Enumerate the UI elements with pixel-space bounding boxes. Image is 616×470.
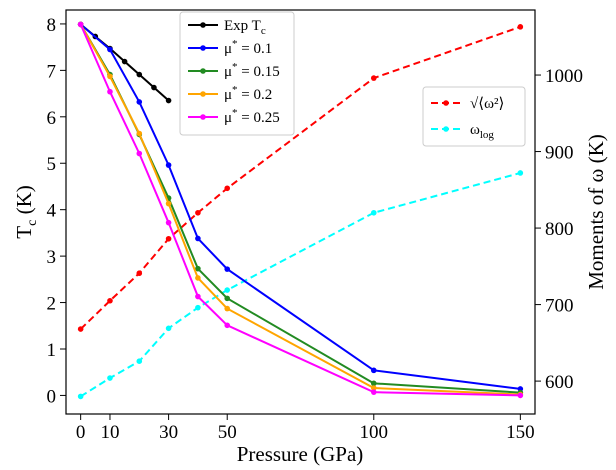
left-series-3-point-3 bbox=[165, 200, 172, 207]
x-tick-label: 30 bbox=[159, 422, 178, 443]
left-legend-marker-4 bbox=[200, 114, 206, 120]
left-series-1-point-2 bbox=[136, 99, 143, 105]
left-series-0-point-4 bbox=[136, 71, 143, 78]
x-tick-label: 100 bbox=[360, 422, 389, 443]
left-y-axis-title: Tc (K) bbox=[12, 185, 40, 238]
left-y-tick-label: 5 bbox=[47, 154, 57, 175]
right-series-0-point-7 bbox=[517, 24, 524, 30]
right-series-0-point-1 bbox=[107, 297, 113, 304]
left-legend-label-3: μ* = 0.2 bbox=[224, 84, 272, 103]
right-y-axis-ticks: 600 700 800 900 1000 bbox=[535, 66, 583, 393]
right-y-tick-label: 900 bbox=[545, 143, 574, 164]
right-series-1-point-1 bbox=[107, 375, 113, 381]
left-series-1-point-1 bbox=[107, 46, 113, 53]
left-series-1-point-5 bbox=[224, 266, 231, 272]
left-series-line-3 bbox=[79, 23, 521, 396]
right-series-1-point-2 bbox=[136, 358, 143, 365]
left-series-0-point-5 bbox=[151, 84, 157, 91]
left-series-2-point-6 bbox=[370, 380, 377, 387]
left-series-4-point-6 bbox=[370, 389, 377, 395]
left-series-3-point-6 bbox=[370, 385, 377, 391]
right-series-0-point-0 bbox=[77, 326, 84, 332]
right-series-0-point-5 bbox=[224, 185, 231, 192]
right-series-0-point-6 bbox=[370, 75, 377, 81]
left-series-3-point-1 bbox=[107, 73, 113, 80]
right-series-0-point-2 bbox=[136, 270, 143, 277]
right-legend-label-1: ωlog bbox=[470, 122, 494, 141]
left-legend-marker-2 bbox=[200, 68, 206, 74]
left-y-tick-label: 4 bbox=[47, 201, 57, 222]
left-legend-marker-0 bbox=[200, 22, 206, 28]
left-legend-marker-1 bbox=[200, 45, 206, 51]
right-series-line-1 bbox=[80, 172, 521, 398]
left-series-0-point-3 bbox=[121, 58, 128, 65]
right-y-tick-label: 600 bbox=[545, 372, 574, 393]
right-series-0-point-4 bbox=[195, 209, 201, 216]
x-axis-ticks: 0 10 30 50 100 150 bbox=[76, 414, 535, 443]
left-series-0-point-6 bbox=[165, 97, 172, 104]
left-y-tick-label: 8 bbox=[47, 15, 57, 36]
x-tick-label: 50 bbox=[218, 422, 237, 443]
left-series-4-point-4 bbox=[195, 293, 201, 300]
left-legend-label-4: μ* = 0.25 bbox=[224, 107, 280, 126]
left-series-4-point-7 bbox=[517, 392, 524, 399]
left-series-2-point-4 bbox=[195, 265, 201, 272]
left-y-tick-label: 6 bbox=[47, 108, 57, 129]
left-y-tick-label: 2 bbox=[47, 294, 57, 315]
left-y-title-main: T bbox=[12, 226, 36, 239]
left-series-1-point-4 bbox=[195, 235, 201, 242]
right-series-1-point-7 bbox=[517, 170, 524, 176]
left-legend-label-1: μ* = 0.1 bbox=[224, 38, 272, 57]
right-series-line-0 bbox=[79, 25, 521, 330]
x-tick-label: 10 bbox=[100, 422, 119, 443]
series-layer bbox=[77, 21, 524, 400]
right-legend-marker-1 bbox=[443, 126, 449, 132]
left-y-tick-label: 1 bbox=[47, 340, 57, 361]
left-legend: Exp Tcμ* = 0.1 μ* = 0.15 μ* = 0.2 μ* = 0.25 bbox=[179, 11, 295, 136]
right-series-1-point-4 bbox=[195, 304, 201, 311]
left-series-4-point-0 bbox=[77, 21, 84, 28]
right-series-1-point-6 bbox=[370, 209, 377, 216]
x-tick-label: 150 bbox=[506, 422, 535, 443]
left-series-1-point-3 bbox=[165, 162, 172, 168]
x-tick-label: 0 bbox=[76, 422, 86, 443]
left-series-2-point-5 bbox=[224, 295, 231, 302]
left-y-title-unit: (K) bbox=[12, 185, 36, 219]
left-series-line-1 bbox=[80, 23, 521, 390]
right-series-1-point-5 bbox=[224, 287, 231, 293]
left-series-1-point-6 bbox=[370, 367, 377, 374]
right-legend: √⟨ω²⟩ ωlog bbox=[422, 86, 526, 147]
right-legend-marker-0 bbox=[443, 100, 449, 106]
right-y-tick-label: 1000 bbox=[545, 66, 583, 87]
left-series-3-point-5 bbox=[224, 305, 231, 312]
right-y-axis-title: Moments of ω (K) bbox=[584, 134, 608, 290]
left-series-4-point-5 bbox=[224, 322, 231, 329]
left-y-tick-label: 7 bbox=[47, 61, 57, 82]
x-axis-title: Pressure (GPa) bbox=[237, 442, 364, 466]
left-series-4-point-1 bbox=[107, 88, 113, 95]
left-y-axis-ticks: 0 1 2 3 4 5 6 7 8 bbox=[47, 15, 66, 407]
left-series-4-point-3 bbox=[165, 219, 172, 226]
plot-frame bbox=[65, 9, 536, 415]
left-y-title-sub: c bbox=[25, 220, 40, 226]
left-series-3-point-4 bbox=[195, 275, 201, 281]
left-series-line-4 bbox=[79, 24, 521, 397]
left-series-4-point-2 bbox=[136, 150, 143, 157]
right-series-1-point-3 bbox=[165, 325, 172, 332]
left-legend-marker-3 bbox=[200, 91, 206, 97]
left-y-tick-label: 3 bbox=[47, 247, 57, 268]
right-legend-label-0: √⟨ω²⟩ bbox=[470, 96, 504, 112]
left-y-tick-label: 0 bbox=[47, 386, 57, 407]
right-y-tick-label: 700 bbox=[545, 296, 574, 317]
left-legend-label-2: μ* = 0.15 bbox=[224, 61, 280, 80]
right-y-tick-label: 800 bbox=[545, 219, 574, 240]
right-series-1-point-0 bbox=[77, 393, 84, 400]
left-series-3-point-2 bbox=[136, 130, 143, 137]
left-legend-label-0: Exp Tc bbox=[224, 18, 266, 37]
left-legend-box bbox=[179, 11, 295, 136]
right-series-0-point-3 bbox=[165, 235, 172, 242]
